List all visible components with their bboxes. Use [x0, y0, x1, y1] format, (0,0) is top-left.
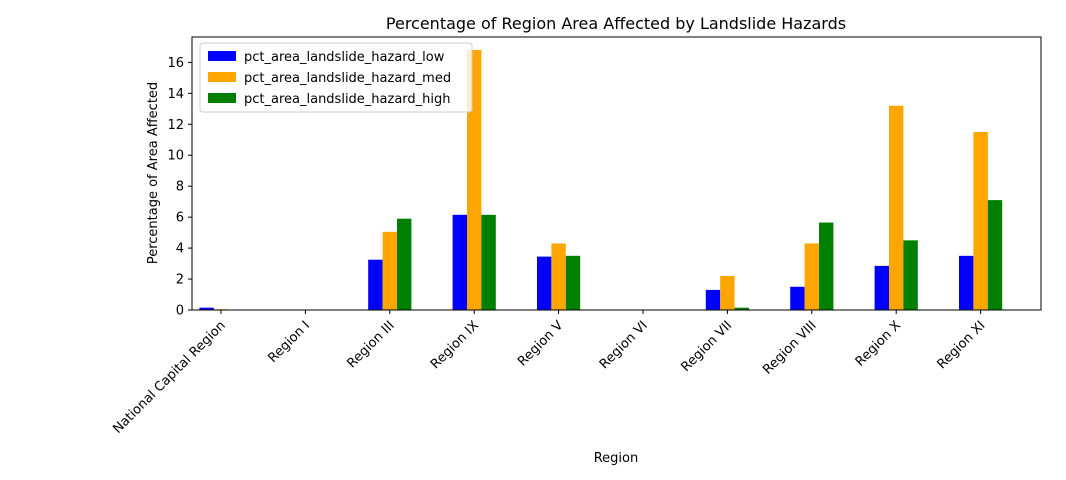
bar-pct_area_landslide_hazard_high-8	[903, 240, 918, 310]
y-tick-label-4: 8	[176, 180, 184, 195]
x-tick-label-4: Region V	[515, 318, 566, 369]
y-axis-label: Percentage of Area Affected	[146, 82, 161, 264]
bar-pct_area_landslide_hazard_med-8	[889, 105, 904, 311]
bar-pct_area_landslide_hazard_high-3	[481, 214, 496, 310]
y-tick-label-2: 4	[176, 242, 184, 257]
bar-pct_area_landslide_hazard_low-6	[705, 289, 721, 310]
bar-pct_area_landslide_hazard_high-6	[734, 307, 749, 310]
bar-pct_area_landslide_hazard_high-2	[397, 218, 412, 310]
y-tick-label-6: 12	[167, 118, 184, 133]
x-tick-label-0: National Capital Region	[110, 318, 228, 436]
bar-pct_area_landslide_hazard_low-3	[452, 214, 467, 310]
bar-pct_area_landslide_hazard_low-7	[790, 286, 805, 310]
bar-pct_area_landslide_hazard_high-9	[987, 200, 1003, 310]
y-tick-label-7: 14	[167, 87, 184, 102]
x-axis: National Capital Region Region I Region II…	[110, 310, 988, 437]
y-tick-label-5: 10	[167, 149, 184, 164]
legend-label-0: pct_area_landslide_hazard_low	[244, 50, 445, 65]
bar-pct_area_landslide_hazard_med-7	[804, 243, 819, 310]
x-tick-label-6: Region VII	[679, 318, 736, 375]
x-tick-label-7: Region VIII	[760, 318, 819, 377]
legend-swatch-0	[208, 51, 236, 61]
y-axis: 0 2 4 6 8 10 12 14 16	[167, 56, 192, 319]
x-axis-label: Region	[594, 451, 639, 466]
plot-area	[191, 36, 1042, 311]
bar-pct_area_landslide_hazard_low-2	[368, 259, 383, 310]
y-tick-label-8: 16	[167, 56, 184, 71]
bar-pct_area_landslide_hazard_med-3	[467, 50, 482, 310]
bar-pct_area_landslide_hazard_low-4	[537, 256, 552, 310]
y-tick-label-1: 2	[176, 273, 184, 288]
x-tick-label-9: Region XI	[934, 318, 988, 372]
legend-label-1: pct_area_landslide_hazard_med	[244, 71, 451, 86]
bar-pct_area_landslide_hazard_low-9	[959, 255, 974, 310]
plot-frame	[191, 36, 1042, 311]
bar-pct_area_landslide_hazard_med-2	[382, 231, 397, 310]
bar-pct_area_landslide_hazard_high-7	[819, 222, 834, 310]
legend-swatch-1	[208, 72, 236, 82]
bar-pct_area_landslide_hazard_med-6	[720, 275, 735, 310]
x-tick-label-8: Region X	[853, 318, 904, 369]
legend: pct_area_landslide_hazard_low pct_area_la…	[199, 42, 473, 113]
bar-pct_area_landslide_hazard_med-4	[551, 243, 566, 310]
x-tick-label-3: Region IX	[428, 318, 482, 372]
bar-pct_area_landslide_hazard_low-8	[874, 265, 889, 310]
x-tick-label-5: Region VI	[597, 318, 651, 372]
legend-label-2: pct_area_landslide_hazard_high	[244, 92, 451, 107]
bar-pct_area_landslide_hazard_high-4	[565, 255, 581, 310]
legend-swatch-2	[208, 93, 236, 103]
bar-pct_area_landslide_hazard_low-0	[199, 307, 214, 310]
y-tick-label-3: 6	[176, 211, 184, 226]
y-tick-label-0: 0	[176, 304, 184, 319]
chart-title: Percentage of Region Area Affected by La…	[386, 14, 846, 33]
bar-pct_area_landslide_hazard_med-9	[973, 132, 988, 310]
legend-box	[199, 42, 473, 113]
x-tick-label-1: Region I	[266, 318, 314, 366]
x-tick-label-2: Region III	[344, 318, 397, 371]
